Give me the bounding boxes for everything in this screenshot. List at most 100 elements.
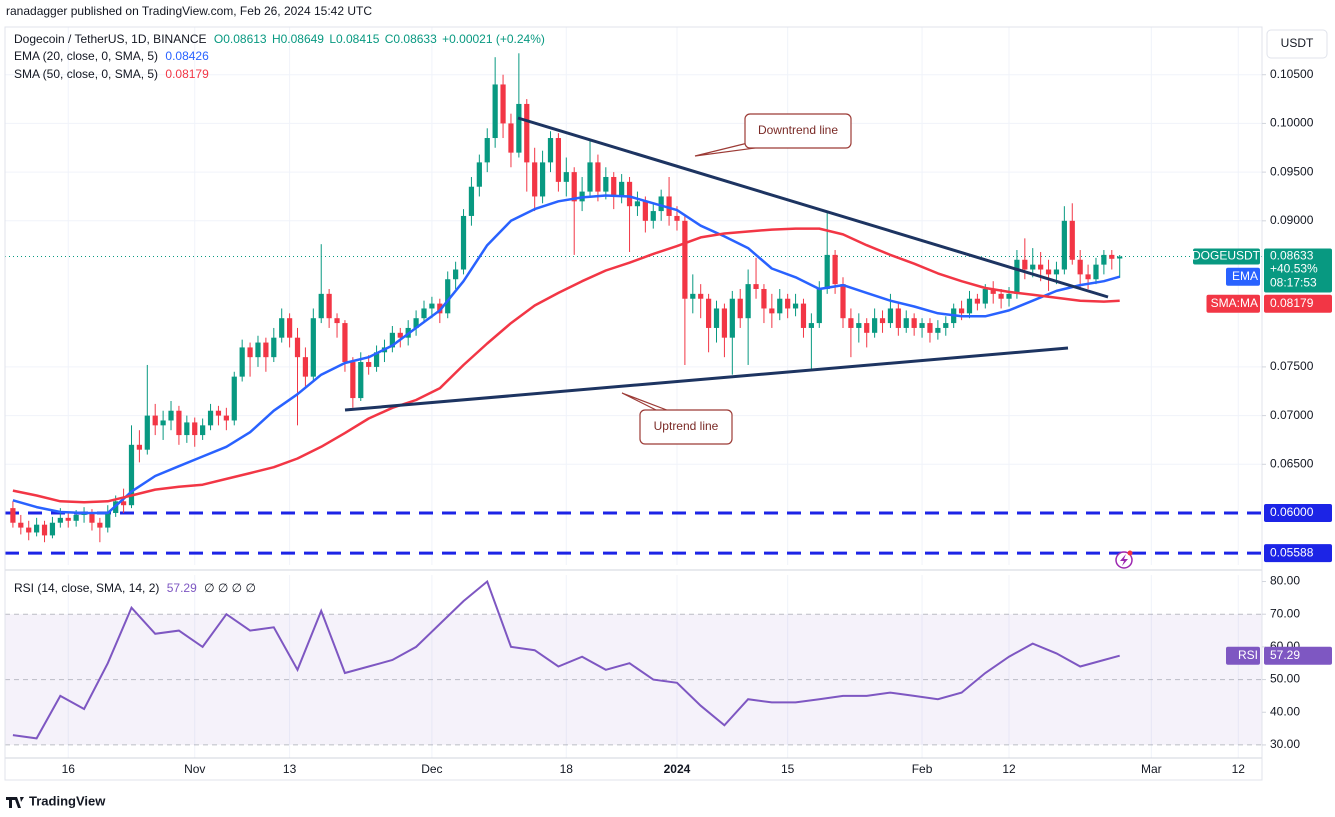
candle-body [674, 215, 680, 221]
sma-name: SMA (50, close, 0, SMA, 5) [14, 67, 158, 81]
plot-layer [5, 53, 1262, 740]
downtrend-line [517, 116, 1109, 299]
candle-body [286, 318, 293, 338]
candle-body [1022, 259, 1028, 270]
candle-body [310, 318, 316, 377]
currency-box[interactable] [1266, 29, 1328, 59]
candle-body [634, 201, 641, 207]
candle-body [532, 162, 538, 197]
level-tag-text: 0.05588 [1270, 545, 1314, 559]
candle-body [231, 376, 237, 421]
series-tag-left [1226, 267, 1260, 286]
downtrend-callout: Downtrend line [694, 113, 852, 157]
candle-body [516, 103, 522, 153]
candle-body [1045, 269, 1052, 275]
candle-body [642, 201, 648, 221]
ohlc-value: O0.08613 [214, 32, 267, 46]
candle-body [271, 337, 277, 358]
candle-body [207, 410, 214, 426]
candle-body [421, 308, 427, 319]
series-tag-name: SMA:MA [1211, 296, 1258, 310]
ema-legend: EMA (20, close, 0, SMA, 5) 0.08426 [14, 49, 209, 63]
rsi-legend: RSI (14, close, SMA, 14, 2) 57.29 ∅ ∅ ∅ … [14, 581, 256, 595]
candle-body [318, 293, 324, 319]
candle-body [500, 84, 506, 124]
brand-logo [6, 797, 24, 808]
candle-body [769, 308, 775, 314]
callout-text: Uptrend line [654, 419, 719, 433]
candle-body [389, 332, 395, 348]
x-tick-label: Feb [912, 762, 933, 776]
candle-body [144, 415, 150, 450]
candle-body [65, 517, 71, 521]
currency-label[interactable]: USDT [1281, 36, 1314, 50]
y-tick-label: 0.10500 [1270, 67, 1314, 81]
candle-body [73, 514, 79, 521]
candle-body [1085, 274, 1091, 280]
candle-body [690, 293, 696, 299]
level-tag [1264, 503, 1332, 522]
candle-body [453, 269, 459, 280]
level-tag-text: 0.06000 [1270, 505, 1314, 519]
candle-body [587, 162, 593, 192]
rsi-tick-label: 40.00 [1270, 704, 1300, 718]
candle-body [476, 162, 482, 187]
y-tick-label: 0.10000 [1270, 116, 1314, 130]
candle-body [539, 162, 546, 197]
candle-body [1038, 264, 1044, 270]
series-tag-value: 0.08179 [1270, 296, 1314, 310]
candle-body [263, 342, 269, 358]
candle-body [492, 84, 498, 139]
candle-body [911, 318, 917, 328]
candle-body [34, 524, 40, 533]
candle-body [429, 303, 435, 309]
last-price-box [1264, 248, 1332, 293]
symbol: Dogecoin / TetherUS, 1D, BINANCE [14, 32, 207, 46]
candle-body [1077, 259, 1083, 275]
candle-body [887, 308, 894, 324]
candle-body [1101, 254, 1107, 265]
candle-body [966, 298, 973, 314]
rsi-band [5, 614, 1262, 745]
candle-body [603, 176, 609, 192]
candle-body [10, 508, 16, 523]
candle-body [160, 420, 166, 426]
candle-body [927, 323, 933, 333]
candle-body [373, 352, 380, 367]
candle-body [753, 284, 759, 289]
candle-body [666, 196, 672, 216]
series-tag-name: EMA [1232, 269, 1258, 283]
candle-body [279, 318, 285, 338]
last-price-name: DOGEUSDT [1192, 249, 1261, 263]
candle-body [698, 293, 704, 299]
ohlc-value: +0.00021 (+0.24%) [442, 32, 545, 46]
rsi-tag-value: 57.29 [1270, 648, 1300, 662]
candle-body [729, 298, 735, 338]
candle-body [192, 422, 198, 436]
candle-body [745, 284, 751, 319]
candle-body [460, 215, 467, 270]
alert-dot[interactable] [1127, 550, 1133, 556]
candle-body [105, 512, 111, 528]
x-tick-label: 12 [1002, 762, 1016, 776]
y-tick-label: 0.07000 [1270, 408, 1314, 422]
ohlc-value: L0.08415 [329, 32, 379, 46]
y-tick-label: 0.06500 [1270, 456, 1314, 470]
candle-body [563, 172, 569, 182]
candle-body [611, 176, 617, 197]
rsi-tick-label: 80.00 [1270, 574, 1300, 588]
currency-button[interactable]: USDT [1266, 29, 1328, 59]
callout-text: Downtrend line [758, 123, 838, 137]
rsi-tag: RSI 57.29 [1226, 646, 1332, 665]
alert-icon[interactable] [1115, 550, 1133, 569]
candle-body [26, 527, 32, 533]
indicator-line [12, 227, 1120, 504]
ema-value: 0.08426 [165, 49, 209, 63]
candle-body [524, 103, 530, 163]
candle-body [484, 138, 490, 163]
alert-bolt[interactable] [1120, 554, 1128, 566]
candle-body [840, 284, 846, 319]
rsi-tick-label: 50.00 [1270, 672, 1300, 686]
candle-body [824, 254, 830, 289]
series-tag-box [1264, 294, 1332, 313]
